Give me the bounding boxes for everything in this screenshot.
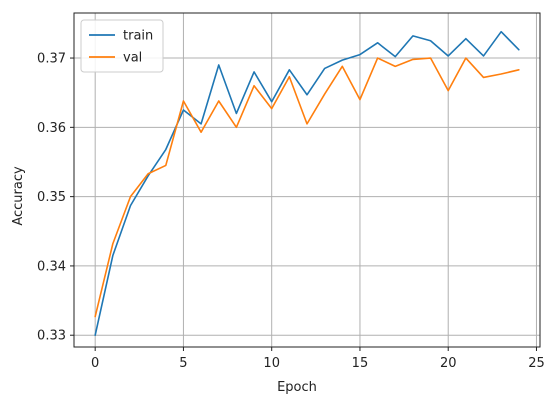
- legend-box: [80, 19, 164, 73]
- y-axis-label: Accuracy: [11, 166, 26, 226]
- x-tick-label: 0: [91, 356, 99, 371]
- legend: train val: [80, 19, 164, 73]
- y-tick-label: 0.34: [37, 259, 66, 274]
- x-tick-label: 15: [352, 356, 369, 371]
- x-tick-label: 10: [263, 356, 280, 371]
- x-tick-label: 20: [440, 356, 457, 371]
- tick-layer: 0 5 10 15 20 25 0.33 0.34 0.35 0.36 0.37: [37, 52, 545, 371]
- grid-layer: [74, 13, 540, 347]
- x-tick-label: 5: [179, 356, 187, 371]
- legend-label-val: val: [123, 51, 142, 66]
- series-line-val: [94, 57, 520, 318]
- x-axis-label: Epoch: [277, 380, 317, 395]
- series-line-train: [94, 30, 520, 337]
- y-tick-label: 0.37: [37, 52, 66, 67]
- y-tick-label: 0.36: [37, 121, 66, 136]
- x-tick-label: 25: [528, 356, 545, 371]
- legend-label-train: train: [123, 29, 153, 44]
- y-tick-label: 0.35: [37, 190, 66, 205]
- series-layer: [94, 30, 520, 337]
- y-tick-label: 0.33: [37, 329, 66, 344]
- plot-frame: [73, 12, 541, 348]
